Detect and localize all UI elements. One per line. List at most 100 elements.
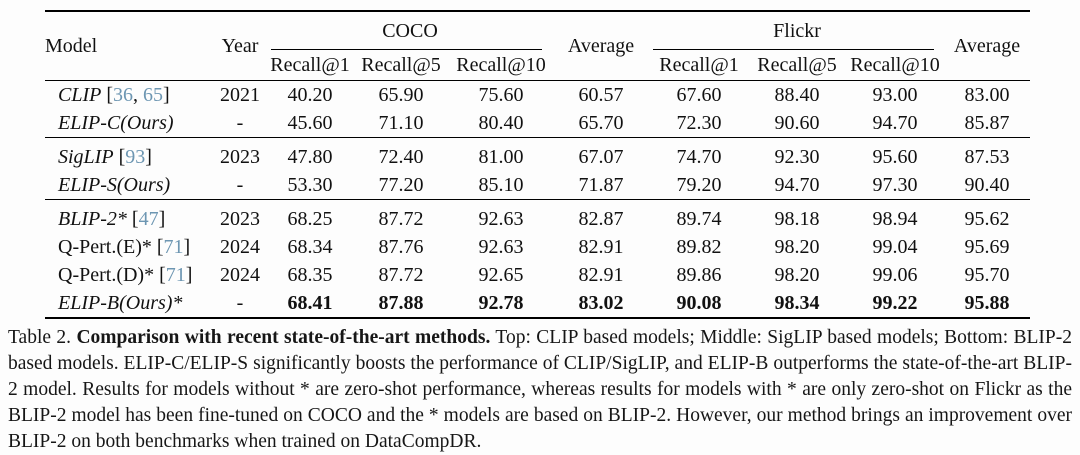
table-row: ELIP-S(Ours) - 53.30 77.20 85.10 71.87 79.20 94…	[45, 171, 1030, 200]
model-name: CLIP	[58, 83, 102, 106]
year-cell: 2023	[212, 199, 268, 233]
value-cell: 85.10	[478, 173, 524, 196]
year-cell: -	[236, 291, 244, 314]
value-cell: 90.60	[774, 111, 820, 134]
value-cell: 98.94	[846, 199, 945, 233]
value-cell: 68.25	[268, 199, 352, 233]
value-cell: 71.10	[378, 111, 424, 134]
value-cell: 98.20	[774, 263, 820, 286]
column-header-flickr-recall10: Recall@10	[850, 53, 940, 76]
year-cell: 2024	[220, 263, 260, 286]
value-cell: 68.35	[287, 263, 333, 286]
year-cell: -	[236, 111, 244, 134]
column-header-coco-average: Average	[567, 34, 635, 57]
results-table-container: Model Year COCO Average Flickr Average R…	[45, 10, 1031, 319]
value-cell: 77.20	[378, 173, 424, 196]
column-header-flickr-recall1: Recall@1	[659, 53, 739, 76]
column-header-coco-recall10: Recall@10	[456, 53, 546, 76]
model-name: BLIP-2*	[58, 207, 127, 230]
citation-link[interactable]: 93	[125, 145, 146, 168]
value-cell: 47.80	[268, 137, 352, 171]
caption-title: Comparison with recent state-of-the-art …	[76, 327, 491, 348]
column-group-flickr: Flickr	[650, 11, 944, 50]
value-cell: 99.04	[872, 235, 918, 258]
value-cell: 83.00	[964, 83, 1010, 106]
value-cell: 89.86	[676, 263, 722, 286]
model-cell: ELIP-S(Ours)	[45, 171, 212, 200]
column-header-flickr-average: Average	[953, 34, 1021, 57]
table-row: ELIP-B(Ours)* - 68.41 87.88 92.78 83.02 90.08 9…	[45, 289, 1030, 318]
value-cell: 79.20	[676, 173, 722, 196]
model-cell: BLIP-2* [47]	[45, 199, 212, 233]
value-cell: 88.40	[774, 83, 820, 106]
column-header-coco-recall5: Recall@5	[361, 53, 441, 76]
value-cell: 99.06	[872, 263, 918, 286]
value-cell: 65.90	[378, 83, 424, 106]
value-cell: 60.57	[578, 83, 624, 106]
value-cell: 98.18	[748, 199, 847, 233]
value-cell: 65.70	[578, 111, 624, 134]
citation-link[interactable]: 71	[165, 263, 186, 286]
caption-body: Top: CLIP based models; Middle: SigLIP b…	[8, 327, 1073, 452]
table-caption: Table 2. Comparison with recent state-of…	[8, 325, 1072, 455]
value-cell: 80.40	[478, 111, 524, 134]
table-row: BLIP-2* [47] 2023 68.25 87.72 92.63 82.87 89.7…	[45, 199, 1031, 233]
citation-link[interactable]: 71	[163, 235, 184, 258]
model-cell: Q-Pert.(D)* [71]	[58, 263, 193, 286]
model-name: ELIP-C(Ours)	[58, 111, 174, 134]
table-body: CLIP [36, 65] 2021 40.20 65.90 75.60 60.57 67.…	[45, 81, 1031, 319]
value-cell: 87.76	[378, 235, 424, 258]
value-cell: 95.62	[944, 199, 1031, 233]
column-header-flickr-recall5: Recall@5	[757, 53, 837, 76]
value-cell: 68.34	[287, 235, 333, 258]
value-cell: 67.07	[552, 137, 651, 171]
caption-label: Table 2.	[8, 327, 72, 348]
column-header-model: Model	[45, 34, 98, 57]
value-cell: 53.30	[287, 173, 333, 196]
value-cell: 92.63	[478, 235, 524, 258]
value-cell: 87.72	[378, 263, 424, 286]
value-cell: 74.70	[650, 137, 749, 171]
model-cell: Q-Pert.(E)* [71]	[58, 235, 191, 258]
table-row: Q-Pert.(E)* [71] 2024 68.34 87.76 92.63 82.91…	[45, 233, 1030, 261]
value-cell: 92.30	[748, 137, 847, 171]
value-cell: 83.02	[578, 291, 624, 314]
value-cell: 71.87	[578, 173, 624, 196]
value-cell: 81.00	[450, 137, 553, 171]
results-table: Model Year COCO Average Flickr Average R…	[45, 10, 1031, 319]
citation-link[interactable]: 36	[113, 83, 134, 106]
model-name: Q-Pert.(D)*	[58, 263, 155, 286]
value-cell: 82.87	[552, 199, 651, 233]
value-cell: 95.69	[964, 235, 1010, 258]
column-header-year: Year	[221, 34, 259, 57]
table-row: CLIP [36, 65] 2021 40.20 65.90 75.60 60.57 67.…	[45, 81, 1030, 110]
table-header: Model Year COCO Average Flickr Average R…	[45, 11, 1031, 81]
model-name: ELIP-B(Ours)*	[58, 291, 183, 314]
table-row: SigLIP [93] 2023 47.80 72.40 81.00 67.07 74.70…	[45, 137, 1031, 171]
value-cell: 90.08	[676, 291, 722, 314]
model-name: Q-Pert.(E)*	[58, 235, 152, 258]
year-cell: 2024	[220, 235, 260, 258]
table-row: Q-Pert.(D)* [71] 2024 68.35 87.72 92.65 82.91…	[45, 261, 1030, 289]
year-cell: 2023	[212, 137, 268, 171]
model-name: SigLIP	[58, 145, 114, 168]
value-cell: 98.20	[774, 235, 820, 258]
value-cell: 87.53	[944, 137, 1031, 171]
citation-link[interactable]: 65	[143, 83, 164, 106]
value-cell: 72.30	[676, 111, 722, 134]
value-cell: 95.60	[846, 137, 945, 171]
citation-link[interactable]: 47	[138, 207, 159, 230]
value-cell: 72.40	[352, 137, 450, 171]
model-cell: SigLIP [93]	[45, 137, 212, 171]
value-cell: 98.34	[774, 291, 820, 314]
value-cell: 68.41	[287, 291, 333, 314]
value-cell: 87.72	[352, 199, 450, 233]
value-cell: 97.30	[872, 173, 918, 196]
year-cell: 2021	[220, 83, 260, 106]
value-cell: 92.78	[478, 291, 524, 314]
value-cell: 82.91	[578, 263, 624, 286]
value-cell: 67.60	[676, 83, 722, 106]
value-cell: 92.65	[478, 263, 524, 286]
value-cell: 93.00	[872, 83, 918, 106]
value-cell: 94.70	[872, 111, 918, 134]
